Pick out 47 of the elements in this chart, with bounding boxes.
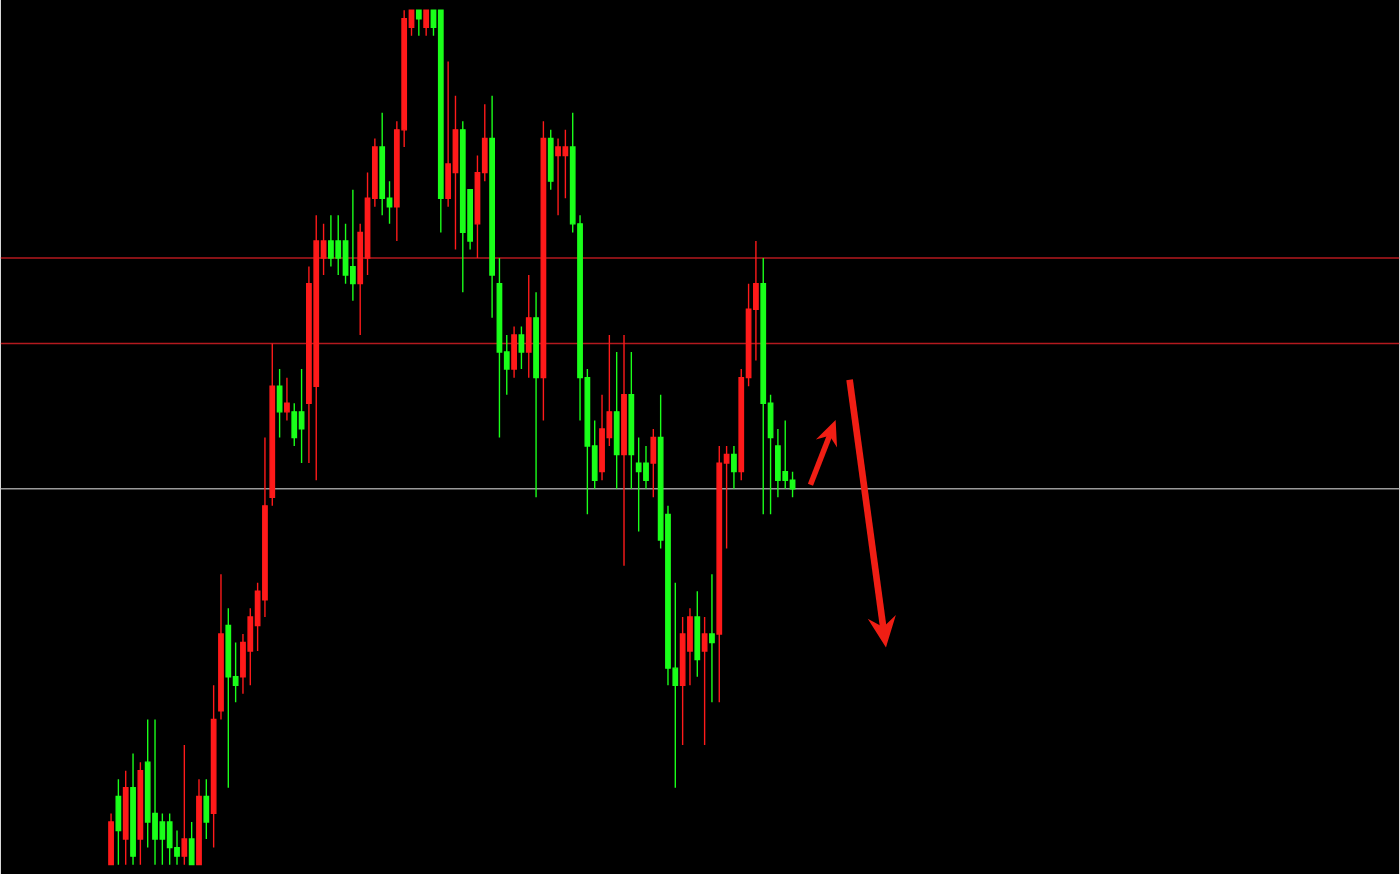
candlestick [203,778,210,840]
candlestick [547,128,554,190]
candlestick [328,214,334,267]
candlestick [130,752,136,865]
candlestick [276,367,283,438]
candlestick [533,291,539,498]
candlestick [701,615,708,746]
candlestick [115,778,122,865]
candlestick [298,367,305,464]
candlestick [555,137,561,216]
candlestick [709,573,715,703]
candlestick [511,325,517,378]
candlestick [313,214,320,481]
candlestick [108,812,114,865]
candlestick [694,590,701,677]
candlestick [196,778,202,865]
candlestick [225,607,232,788]
candlestick [628,350,635,489]
candlestick [518,325,525,370]
candlestick [152,718,158,865]
candlestick [166,812,173,865]
candlestick [122,769,129,865]
candlestick [137,760,144,865]
candlestick [782,419,789,489]
candlestick [188,820,195,865]
candlestick [210,684,217,848]
candlestick [496,256,503,438]
candlestick [489,94,495,319]
candlestick [635,436,642,532]
candlestick [335,214,342,276]
candlestick [437,9,444,233]
candlestick [716,444,723,703]
candlestick [613,350,620,489]
candlestick [349,188,356,301]
candlestick [731,444,737,489]
candlestick [679,615,686,746]
candlestick [775,427,781,498]
candlestick [415,9,422,37]
candlestick [459,120,466,293]
candlestick [621,333,627,566]
candlestick [218,573,224,720]
candlestick [284,376,290,421]
candlestick [525,273,532,378]
candlestick [423,9,430,37]
candlestick [379,111,386,216]
candlestick [650,427,657,498]
candlestick [760,256,767,515]
